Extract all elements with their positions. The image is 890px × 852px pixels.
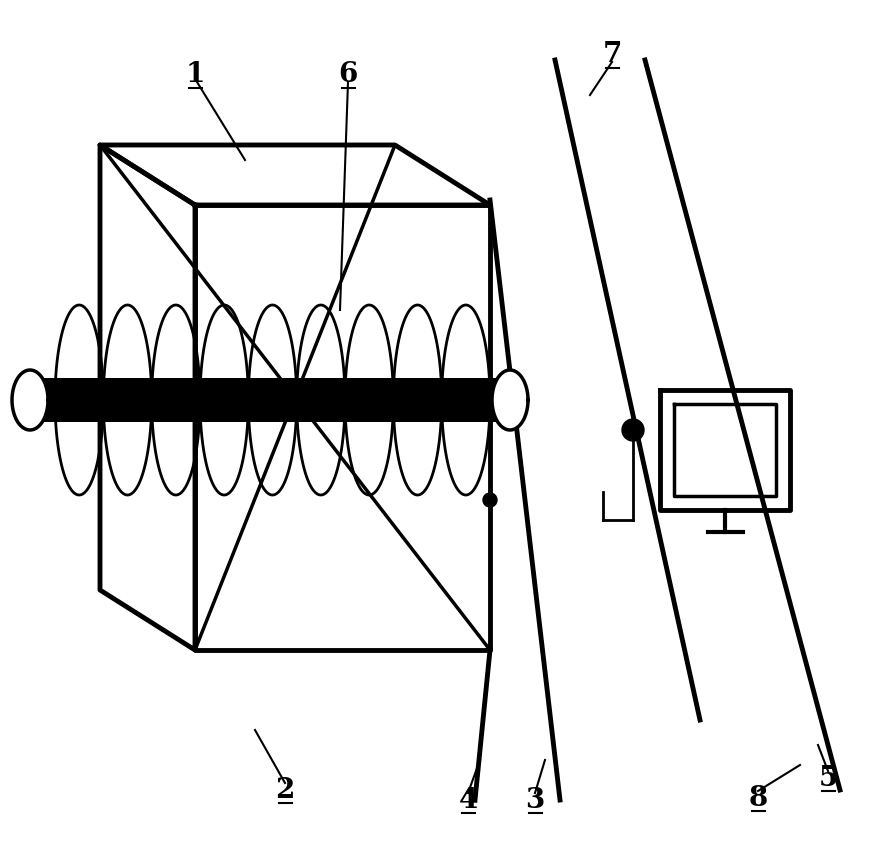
Polygon shape [492,370,528,430]
Circle shape [483,493,497,507]
Circle shape [622,419,644,441]
Text: 4: 4 [458,786,478,814]
Text: 1: 1 [185,61,205,89]
Text: 3: 3 [525,786,545,814]
Text: 7: 7 [603,42,622,68]
Text: 5: 5 [819,764,837,792]
Polygon shape [12,370,48,430]
Text: 2: 2 [275,776,295,803]
Text: 6: 6 [338,61,358,89]
Bar [30,378,510,422]
Text: 8: 8 [748,785,767,811]
